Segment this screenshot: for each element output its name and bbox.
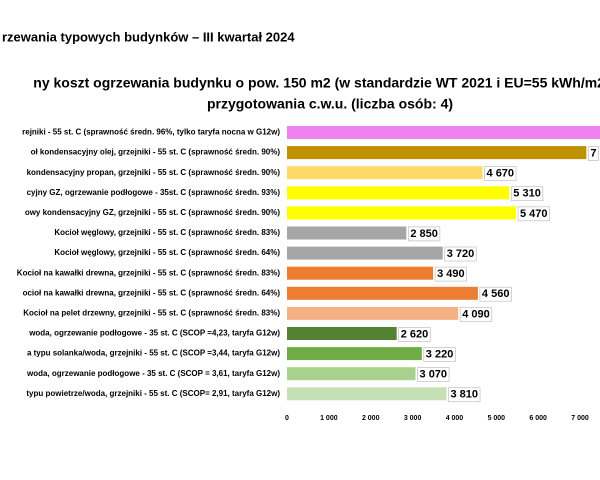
bar — [287, 327, 397, 340]
category-label: kondensacyjny propan, grzejniki - 55 st.… — [27, 168, 281, 177]
chart-title: rzewania typowych budynków – III kwartał… — [2, 29, 295, 44]
x-tick-label: 1 000 — [320, 415, 338, 422]
value-label: 3 810 — [451, 389, 479, 401]
plot-area — [287, 126, 600, 401]
bar — [287, 126, 600, 139]
bar — [287, 186, 510, 200]
value-label-box — [587, 146, 599, 161]
value-label: 4 670 — [487, 168, 515, 180]
value-label-box — [444, 246, 477, 262]
value-label-box — [484, 166, 517, 181]
x-tick-label: 5 000 — [488, 415, 506, 422]
chart-subtitle: przygotowania c.w.u. (liczba osób: 4) — [207, 96, 453, 112]
category-label: Kocioł węglowy, grzejniki - 55 st. C (sp… — [54, 228, 280, 237]
value-label-box — [510, 186, 544, 202]
value-label: 4 090 — [462, 308, 490, 320]
value-label-box — [417, 367, 450, 382]
bar — [287, 206, 517, 220]
x-tick-label: 4 000 — [446, 415, 464, 422]
value-label: 3 070 — [420, 369, 448, 381]
category-label: typu powietrze/woda, grzejniki - 55 st. … — [26, 389, 280, 398]
value-label: 5 470 — [520, 208, 548, 220]
x-tick-label: 7 000 — [571, 415, 589, 422]
value-label-box — [459, 306, 493, 322]
value-label-box — [423, 347, 456, 362]
category-label: woda, ogrzewanie podłogowe - 35 st. C (S… — [26, 369, 280, 378]
category-label: oł kondensacyjny olej, grzejniki - 55 st… — [31, 148, 281, 157]
bar — [287, 266, 434, 280]
value-label-box — [398, 327, 431, 342]
bar — [287, 286, 478, 300]
bar — [287, 306, 459, 320]
value-label: 3 490 — [437, 268, 465, 280]
category-label: cyjny GZ, ogrzewanie podłogowe - 35st. C… — [27, 188, 281, 197]
value-label-box — [407, 226, 441, 242]
bar — [287, 347, 422, 361]
value-label-box — [434, 266, 467, 282]
category-label: Kocioł na kawałki drewna, grzejniki - 55… — [17, 268, 281, 277]
x-tick-label: 6 000 — [529, 415, 547, 422]
category-label: Kocioł na pelet drzewny, grzejniki - 55 … — [23, 309, 280, 318]
bar — [287, 166, 483, 180]
x-tick-label: 0 — [285, 415, 289, 422]
value-label: 3 720 — [447, 248, 475, 260]
value-label: 4 560 — [482, 288, 510, 300]
value-label: 7 — [590, 148, 596, 160]
x-tick-label: 2 000 — [362, 415, 380, 422]
value-label: 2 850 — [410, 228, 438, 240]
bar — [287, 226, 407, 240]
x-tick-label: 3 000 — [404, 415, 422, 422]
category-label: ocioł na kawałki drewna, grzejniki - 55 … — [23, 288, 281, 297]
bar — [287, 367, 416, 381]
bar — [287, 246, 443, 260]
chart-subtitle: ny koszt ogrzewania budynku o pow. 150 m… — [33, 75, 600, 91]
category-label: Kocioł węglowy, grzejniki - 55 st. C (sp… — [54, 248, 280, 257]
value-label: 2 620 — [401, 328, 429, 340]
value-label-box — [448, 387, 481, 403]
value-label: 5 310 — [513, 188, 541, 200]
category-label: rejniki - 55 st. C (sprawność średn. 96%… — [22, 128, 280, 137]
category-label: woda, ogrzewanie podłogowe - 35 st. C (S… — [28, 329, 280, 338]
value-label-box — [517, 206, 550, 222]
value-label-box — [479, 286, 512, 302]
bar — [287, 146, 587, 160]
value-label: 3 220 — [426, 349, 454, 361]
category-label: owy kondensacyjny GZ, grzejniki - 55 st.… — [25, 208, 281, 217]
category-label: a typu solanka/woda, grzejniki - 55 st. … — [27, 349, 280, 358]
bar — [287, 387, 447, 401]
